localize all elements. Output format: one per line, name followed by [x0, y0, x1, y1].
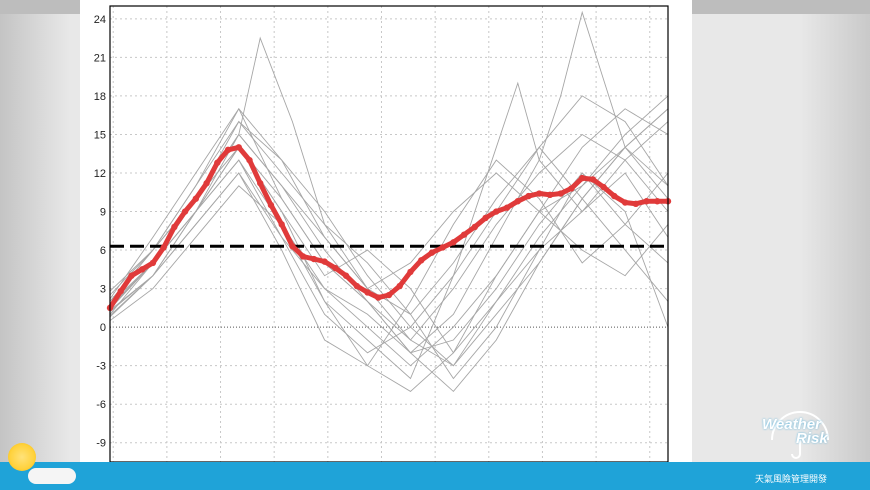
mean-point — [557, 190, 564, 197]
member-line — [109, 107, 669, 341]
member-line — [109, 159, 669, 367]
y-tick-label: 3 — [100, 284, 106, 296]
y-tick-label: 6 — [100, 245, 106, 257]
mean-point — [224, 146, 232, 154]
mean-point — [181, 208, 189, 215]
member-line — [109, 120, 669, 367]
y-tick-label: 21 — [94, 52, 106, 64]
mean-point — [246, 156, 253, 164]
mean-point — [396, 282, 403, 290]
member-line — [109, 108, 669, 367]
y-tick-label: 15 — [94, 129, 106, 141]
tagline: 天氣風險管理開發 — [755, 474, 828, 484]
member-line — [109, 133, 669, 302]
mean-point — [493, 208, 500, 215]
mean-point — [536, 190, 543, 197]
ensemble-mean — [106, 144, 672, 312]
umbrella-logo-icon — [771, 411, 829, 459]
mean-point — [611, 192, 618, 200]
mean-point — [621, 199, 629, 206]
mean-point — [471, 223, 479, 231]
mean-point — [568, 185, 575, 192]
grid — [110, 6, 668, 462]
mean-point — [342, 272, 350, 279]
footer-bar — [0, 462, 870, 490]
mean-point — [589, 176, 597, 183]
member-line — [109, 81, 669, 380]
mean-point — [289, 243, 296, 250]
mean-point — [203, 180, 210, 187]
member-line — [109, 95, 669, 367]
mean-point — [214, 159, 221, 166]
mean-point — [257, 180, 264, 187]
mean-point — [321, 258, 328, 265]
mean-point — [128, 272, 135, 279]
mean-point — [460, 231, 468, 238]
mean-point — [385, 291, 393, 299]
mean-point — [310, 255, 318, 263]
mean-point — [332, 264, 339, 272]
mean-point — [578, 174, 586, 182]
mean-point — [503, 204, 511, 211]
y-tick-label: -6 — [96, 399, 106, 411]
mean-point — [482, 214, 489, 222]
mean-point — [525, 192, 532, 200]
y-tick-label: 0 — [100, 322, 106, 334]
mean-point — [299, 253, 307, 260]
mean-point — [149, 259, 157, 267]
mean-point — [417, 257, 425, 264]
mean-point — [546, 191, 554, 199]
mean-point — [267, 201, 275, 209]
sun-icon — [8, 443, 36, 471]
y-tick-label: -3 — [96, 361, 106, 373]
member-line — [109, 108, 669, 392]
y-tick-label: -9 — [96, 438, 106, 450]
plot-border — [109, 5, 669, 463]
mean-point — [428, 249, 436, 256]
mean-point — [450, 239, 457, 246]
member-line — [109, 108, 669, 393]
mean-point — [117, 287, 124, 295]
logo-line2: Risk — [796, 430, 828, 447]
mean-point — [192, 195, 200, 202]
logo-line1: Weather — [762, 416, 821, 433]
y-axis-ticks: 24 21 18 15 12 9 6 3 0 -3 -6 -9 — [94, 14, 106, 450]
mean-point — [654, 198, 661, 205]
y-tick-label: 18 — [94, 91, 106, 103]
mean-point — [353, 282, 361, 290]
mean-point — [235, 144, 242, 151]
mean-point — [439, 244, 446, 251]
logo-text: Weather Risk — [762, 416, 828, 447]
mean-point — [514, 198, 521, 205]
mean-point — [643, 198, 650, 205]
y-tick-label: 9 — [100, 207, 106, 219]
y-tick-label: 12 — [94, 168, 106, 180]
mean-point — [364, 289, 371, 296]
cloud-icon — [28, 468, 76, 484]
mean-point — [138, 266, 146, 273]
plot-frame — [109, 5, 669, 463]
y-tick-label: 24 — [94, 14, 106, 26]
mean-point — [632, 200, 640, 208]
mean-point — [600, 183, 607, 191]
mean-point — [278, 221, 285, 228]
mean-point — [375, 294, 382, 301]
mean-point — [407, 268, 414, 276]
mean-point — [171, 223, 178, 231]
mean-point — [160, 244, 167, 251]
